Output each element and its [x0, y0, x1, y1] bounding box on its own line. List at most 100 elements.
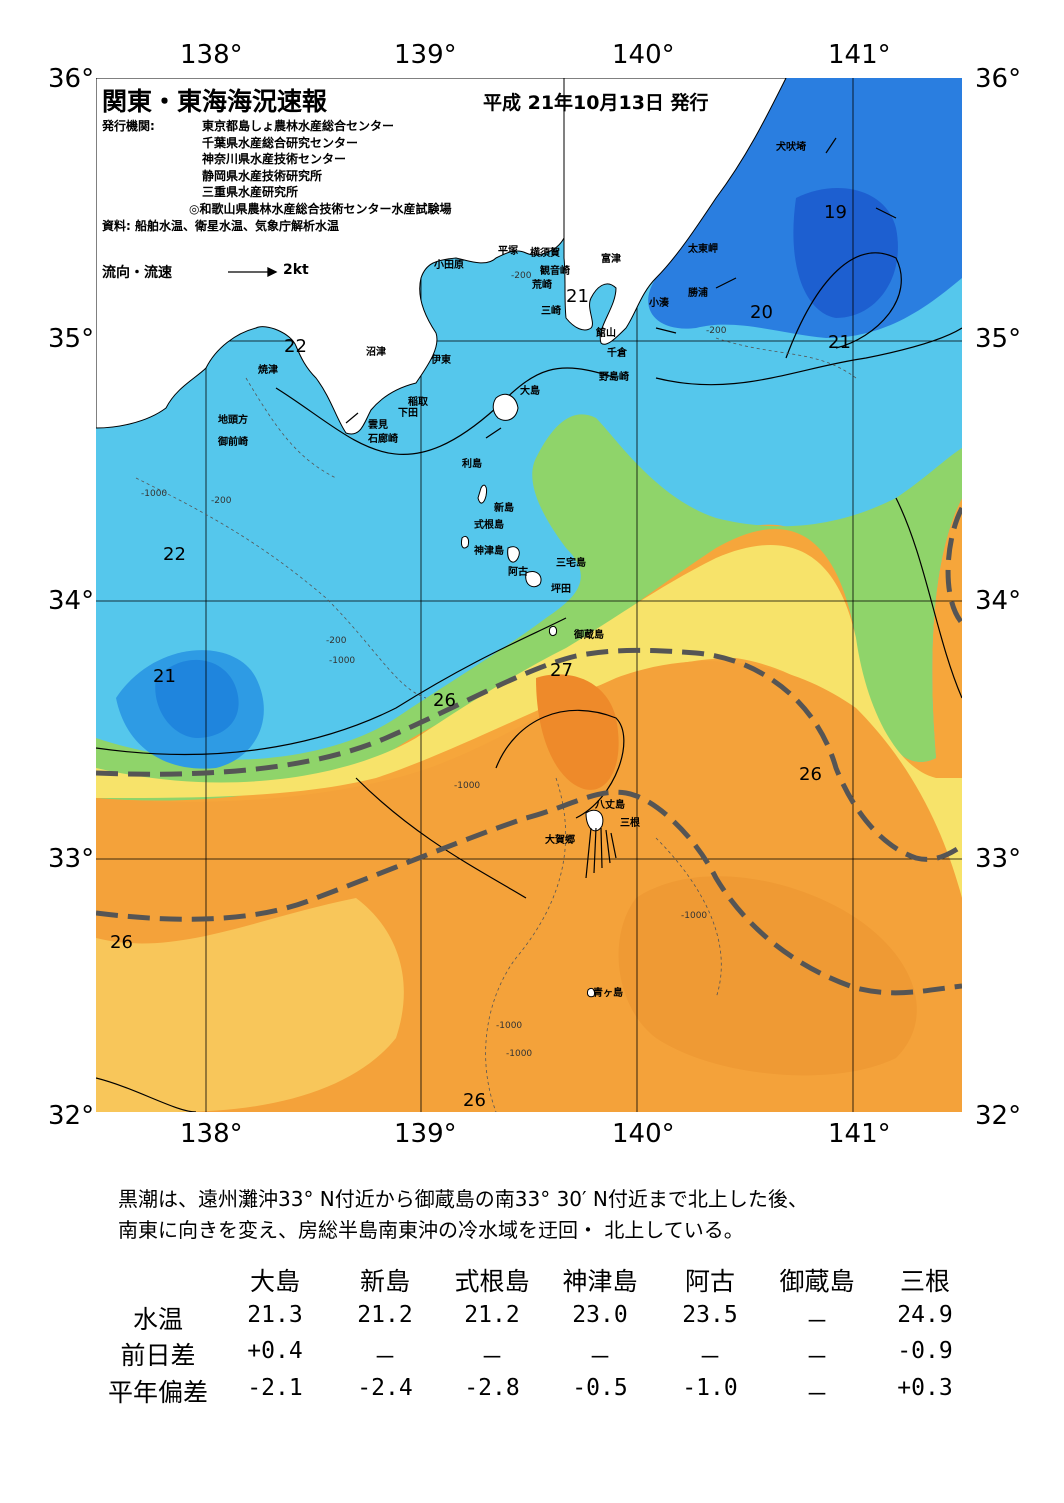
table-cell: -0.5	[572, 1375, 628, 1401]
table-row-label: 水温	[132, 1305, 183, 1334]
lat-label-34-left: 34°	[48, 586, 95, 616]
lon-label-138-top: 138°	[180, 40, 243, 70]
lon-label-139-top: 139°	[394, 40, 457, 70]
svg-text:神津島: 神津島	[474, 544, 504, 557]
svg-text:-1000: -1000	[506, 1049, 532, 1059]
issue-date: 平成 21年10月13日 発行	[483, 92, 709, 114]
svg-text:新島: 新島	[494, 501, 514, 514]
table-col-header: 阿古	[684, 1267, 735, 1296]
svg-text:石廊崎: 石廊崎	[367, 432, 398, 445]
isotherm-label: 21	[566, 286, 589, 307]
svg-text:御蔵島: 御蔵島	[573, 628, 604, 641]
issuers-label: 発行機関:	[102, 119, 155, 133]
svg-text:太東岬: 太東岬	[687, 242, 718, 255]
isotherm-label: 26	[433, 690, 456, 711]
lat-label-32-left: 32°	[48, 1101, 95, 1131]
flow-scale-arrow	[228, 266, 278, 278]
svg-text:小湊: 小湊	[648, 296, 670, 309]
svg-text:-1000: -1000	[454, 781, 480, 791]
lat-label-36-left: 36°	[48, 64, 95, 94]
table-cell: －	[805, 1382, 829, 1408]
svg-text:勝浦: 勝浦	[688, 286, 708, 299]
svg-text:青ヶ島: 青ヶ島	[593, 986, 623, 999]
svg-text:-200: -200	[211, 496, 232, 506]
isotherm-label: 26	[463, 1090, 486, 1111]
svg-text:雲見: 雲見	[368, 419, 388, 431]
svg-text:観音崎: 観音崎	[540, 264, 570, 277]
flow-arrows	[345, 137, 897, 879]
table-cell: －	[698, 1345, 722, 1371]
table-cell: -2.8	[464, 1375, 520, 1401]
lon-label-138-bottom: 138°	[180, 1119, 243, 1149]
svg-text:大島: 大島	[520, 384, 540, 397]
table-cell: -1.0	[682, 1375, 738, 1401]
lat-label-35-left: 35°	[48, 324, 95, 354]
temperature-table: 大島 新島 式根島 神津島 阿古 御蔵島 三根 水温 21.3 21.2 21.…	[0, 1262, 1064, 1412]
svg-text:野島崎: 野島崎	[599, 370, 629, 383]
svg-text:-1000: -1000	[329, 656, 355, 666]
svg-text:稲取: 稲取	[408, 395, 429, 408]
table-cell: －	[805, 1345, 829, 1371]
issuer: 静岡県水産技術研究所	[202, 168, 323, 183]
table-cell: 21.2	[357, 1302, 413, 1328]
table-col-header: 新島	[359, 1267, 410, 1296]
svg-text:下田: 下田	[398, 407, 418, 419]
svg-text:-1000: -1000	[496, 1021, 522, 1031]
svg-text:式根島: 式根島	[474, 518, 504, 531]
table-cell: －	[805, 1309, 829, 1335]
svg-text:三宅島: 三宅島	[556, 556, 586, 569]
sea-temperature-map: 22 22 21 21 19 20 21 26 27 26 26 26 -100…	[96, 78, 962, 1112]
isotherm-label: 27	[550, 660, 573, 681]
svg-text:横須賀: 横須賀	[530, 246, 560, 259]
svg-text:三根: 三根	[620, 816, 640, 829]
land	[96, 78, 787, 998]
svg-text:富津: 富津	[601, 252, 621, 265]
table-cell: 21.2	[464, 1302, 520, 1328]
lon-label-140-top: 140°	[612, 40, 675, 70]
isotherms	[96, 252, 962, 1112]
table-col-header: 神津島	[562, 1267, 638, 1296]
table-cell: -0.9	[897, 1338, 953, 1364]
table-cell: 23.0	[572, 1302, 628, 1328]
table-col-header: 御蔵島	[779, 1267, 855, 1296]
table-col-header: 大島	[249, 1267, 300, 1296]
table-row-label: 前日差	[120, 1341, 196, 1370]
oshima-shape	[492, 393, 519, 421]
table-cell: 24.9	[897, 1302, 953, 1328]
isotherm-label: 20	[750, 302, 773, 323]
issuer: 千葉県水産総合研究センター	[202, 135, 359, 150]
table-cell: －	[588, 1345, 612, 1371]
lat-label-32-right: 32°	[975, 1101, 1022, 1131]
lon-label-139-bottom: 139°	[394, 1119, 457, 1149]
svg-text:平塚: 平塚	[498, 244, 518, 257]
table-cell: -2.1	[247, 1375, 303, 1401]
lon-label-141-top: 141°	[828, 40, 891, 70]
svg-text:八丈島: 八丈島	[594, 798, 625, 811]
table-row-label: 平年偏差	[107, 1378, 208, 1407]
isotherm-labels: 22 22 21 21 19 20 21 26 27 26 26 26	[110, 202, 851, 1111]
table-cell: 21.3	[247, 1302, 303, 1328]
summary-line: 黒潮は、遠州灘沖33° N付近から御蔵島の南33° 30′ N付近まで北上した後…	[118, 1187, 808, 1211]
svg-text:-1000: -1000	[141, 489, 167, 499]
lon-label-141-bottom: 141°	[828, 1119, 891, 1149]
issuer-lead: ◎和歌山県農林水産総合技術センター水産試験場	[189, 202, 452, 216]
isotherm-label: 19	[824, 202, 847, 223]
svg-text:-200: -200	[706, 326, 727, 336]
svg-text:利島: 利島	[462, 457, 482, 470]
table-cell: 23.5	[682, 1302, 738, 1328]
data-source: 資料: 船舶水温、衛星水温、気象庁解析水温	[102, 219, 339, 233]
table-cell: +0.4	[247, 1338, 303, 1364]
svg-text:-1000: -1000	[681, 911, 707, 921]
place-names: 犬吠埼 太東岬 勝浦 小湊 富津 横須賀 観音崎 荒崎 三崎 平塚 小田原 館山…	[217, 140, 806, 999]
svg-text:千倉: 千倉	[607, 346, 628, 359]
lat-label-35-right: 35°	[975, 324, 1022, 354]
table-cell: -2.4	[357, 1375, 413, 1401]
summary-line: 南東に向きを変え、房総半島南東沖の冷水域を迂回・ 北上している。	[118, 1218, 744, 1242]
issuer: 東京都島しょ農林水産総合センター	[202, 119, 395, 133]
svg-text:沼津: 沼津	[366, 345, 386, 358]
table-cell: －	[480, 1345, 504, 1371]
issuer: 三重県水産研究所	[202, 185, 299, 199]
svg-text:坪田: 坪田	[551, 582, 571, 595]
svg-text:大賀郷: 大賀郷	[545, 833, 575, 846]
issuer: 神奈川県水産技術センター	[202, 152, 347, 166]
